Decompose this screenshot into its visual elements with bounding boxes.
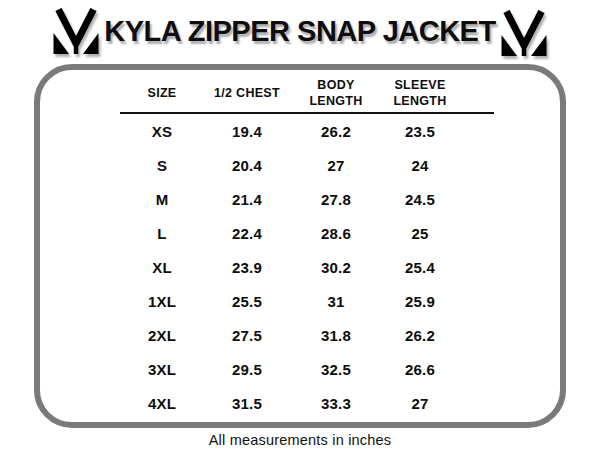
body-length-cell: 28.6 [290, 216, 382, 250]
table-row: 4XL 31.5 33.3 27 [120, 386, 494, 420]
column-header-label: SLEEVE [394, 78, 445, 94]
size-cell: L [120, 216, 204, 250]
body-length-cell: 26.2 [290, 114, 382, 148]
sleeve-length-cell: 24.5 [382, 182, 494, 216]
sleeve-length-cell: 27 [382, 386, 494, 420]
half-chest-cell: 20.4 [204, 148, 290, 182]
page-title: KYLA ZIPPER SNAP JACKET [104, 15, 495, 48]
size-chart-image: KYLA ZIPPER SNAP JACKET SIZE 1/2 CHEST [0, 0, 600, 464]
body-length-cell: 30.2 [290, 250, 382, 284]
table-row: S 20.4 27 24 [120, 148, 494, 182]
half-chest-cell: 31.5 [204, 386, 290, 420]
column-header-body-length: BODY LENGTH [290, 76, 382, 112]
column-header-size: SIZE [120, 76, 204, 112]
half-chest-cell: 21.4 [204, 182, 290, 216]
table-row: M 21.4 27.8 24.5 [120, 182, 494, 216]
half-chest-cell: 23.9 [204, 250, 290, 284]
half-chest-cell: 27.5 [204, 318, 290, 352]
table-row: XS 19.4 26.2 23.5 [120, 114, 494, 148]
half-chest-cell: 19.4 [204, 114, 290, 148]
size-cell: 1XL [120, 284, 204, 318]
sleeve-length-cell: 23.5 [382, 114, 494, 148]
half-chest-cell: 29.5 [204, 352, 290, 386]
column-header-half-chest: 1/2 CHEST [204, 76, 290, 112]
size-cell: 2XL [120, 318, 204, 352]
table-row: XL 23.9 30.2 25.4 [120, 250, 494, 284]
half-chest-cell: 22.4 [204, 216, 290, 250]
measurements-note: All measurements in inches [0, 432, 600, 448]
column-header-label: BODY [317, 78, 354, 94]
column-header-label: 1/2 CHEST [214, 86, 280, 102]
sleeve-length-cell: 26.6 [382, 352, 494, 386]
body-length-cell: 27.8 [290, 182, 382, 216]
brand-m-logo-right-icon [499, 10, 549, 57]
size-cell: 4XL [120, 386, 204, 420]
sleeve-length-cell: 25 [382, 216, 494, 250]
sleeve-length-cell: 25.9 [382, 284, 494, 318]
table-row: L 22.4 28.6 25 [120, 216, 494, 250]
body-length-cell: 27 [290, 148, 382, 182]
table-row: 3XL 29.5 32.5 26.6 [120, 352, 494, 386]
table-row: 2XL 27.5 31.8 26.2 [120, 318, 494, 352]
size-table: SIZE 1/2 CHEST BODY LENGTH SLEEVE LENGTH… [120, 76, 494, 420]
body-length-cell: 31 [290, 284, 382, 318]
column-header-label: LENGTH [309, 94, 362, 110]
column-header-label: SIZE [148, 86, 177, 102]
half-chest-cell: 25.5 [204, 284, 290, 318]
body-length-cell: 32.5 [290, 352, 382, 386]
column-header-label: LENGTH [393, 94, 446, 110]
size-cell: M [120, 182, 204, 216]
sleeve-length-cell: 24 [382, 148, 494, 182]
header: KYLA ZIPPER SNAP JACKET [0, 5, 600, 57]
table-header-row: SIZE 1/2 CHEST BODY LENGTH SLEEVE LENGTH [120, 76, 494, 112]
size-cell: S [120, 148, 204, 182]
sleeve-length-cell: 26.2 [382, 318, 494, 352]
size-cell: XL [120, 250, 204, 284]
table-row: 1XL 25.5 31 25.9 [120, 284, 494, 318]
body-length-cell: 33.3 [290, 386, 382, 420]
size-cell: XS [120, 114, 204, 148]
brand-m-logo-left-icon [51, 8, 101, 55]
size-cell: 3XL [120, 352, 204, 386]
sleeve-length-cell: 25.4 [382, 250, 494, 284]
body-length-cell: 31.8 [290, 318, 382, 352]
column-header-sleeve-length: SLEEVE LENGTH [382, 76, 494, 112]
